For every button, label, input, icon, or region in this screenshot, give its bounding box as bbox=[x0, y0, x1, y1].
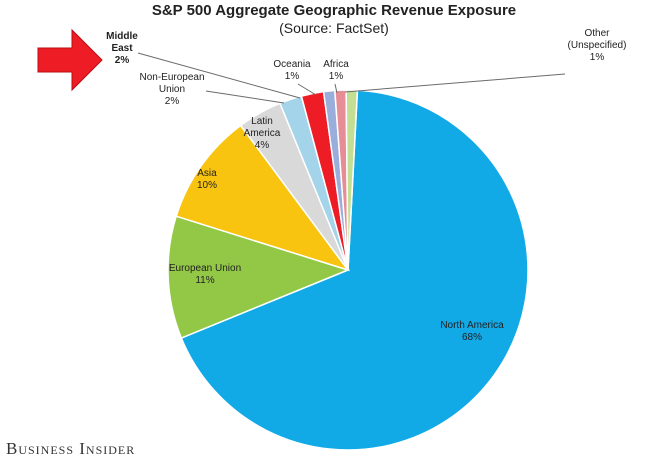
slice-other-unspecified bbox=[345, 89, 359, 271]
label-middle-east: Middle East 2% bbox=[106, 31, 138, 66]
leader-line-africa bbox=[334, 83, 338, 94]
slice-asia bbox=[175, 124, 350, 272]
pie-slices bbox=[167, 89, 529, 451]
leader-line-oceania bbox=[297, 83, 317, 96]
label-line: 68% bbox=[462, 332, 482, 343]
label-north-america: North America 68% bbox=[440, 320, 504, 343]
label-line: East bbox=[111, 43, 133, 54]
label-line: 11% bbox=[195, 275, 214, 286]
label-line: Latin bbox=[251, 116, 273, 127]
label-line: Non-European bbox=[139, 72, 204, 83]
label-africa: Africa 1% bbox=[323, 59, 349, 82]
label-line: Middle bbox=[106, 31, 138, 42]
label-other-unspecified: Other (Unspecified) 1% bbox=[568, 28, 627, 63]
slice-labels: North America 68% European Union 11% Asia 10%… bbox=[106, 28, 626, 343]
label-line: (Unspecified) bbox=[568, 40, 627, 51]
label-line: 1% bbox=[285, 71, 300, 82]
chart-subtitle: (Source: FactSet) bbox=[279, 20, 389, 36]
slice-european-union bbox=[167, 215, 351, 339]
brand-logo: Business Insider bbox=[6, 439, 135, 458]
label-line: 2% bbox=[165, 96, 180, 107]
label-line: Oceania bbox=[273, 59, 311, 70]
label-line: America bbox=[244, 128, 281, 139]
label-asia: Asia 10% bbox=[197, 168, 217, 191]
label-non-european-union: Non-European Union 2% bbox=[139, 72, 204, 107]
leader-lines bbox=[137, 52, 566, 104]
label-latin-america: Latin America 4% bbox=[244, 116, 281, 151]
label-line: Other bbox=[584, 28, 610, 39]
label-line: Asia bbox=[197, 168, 217, 179]
leader-line-non-european-union bbox=[205, 90, 285, 104]
highlight-arrow-icon bbox=[37, 28, 103, 92]
label-line: 1% bbox=[329, 71, 344, 82]
label-line: 2% bbox=[115, 55, 130, 66]
label-oceania: Oceania 1% bbox=[273, 59, 311, 82]
label-line: European Union bbox=[169, 263, 241, 274]
label-line: Union bbox=[159, 84, 185, 95]
label-european-union: European Union 11% bbox=[169, 263, 241, 286]
slice-north-america bbox=[180, 89, 529, 451]
chart-title: S&P 500 Aggregate Geographic Revenue Exp… bbox=[152, 2, 516, 19]
label-line: 1% bbox=[590, 52, 605, 63]
leader-line-other-unspecified bbox=[344, 73, 566, 93]
label-line: North America bbox=[440, 320, 504, 331]
label-line: 10% bbox=[197, 180, 217, 191]
label-line: 4% bbox=[255, 140, 270, 151]
leader-line-middle-east bbox=[137, 52, 301, 99]
label-line: Africa bbox=[323, 59, 349, 70]
